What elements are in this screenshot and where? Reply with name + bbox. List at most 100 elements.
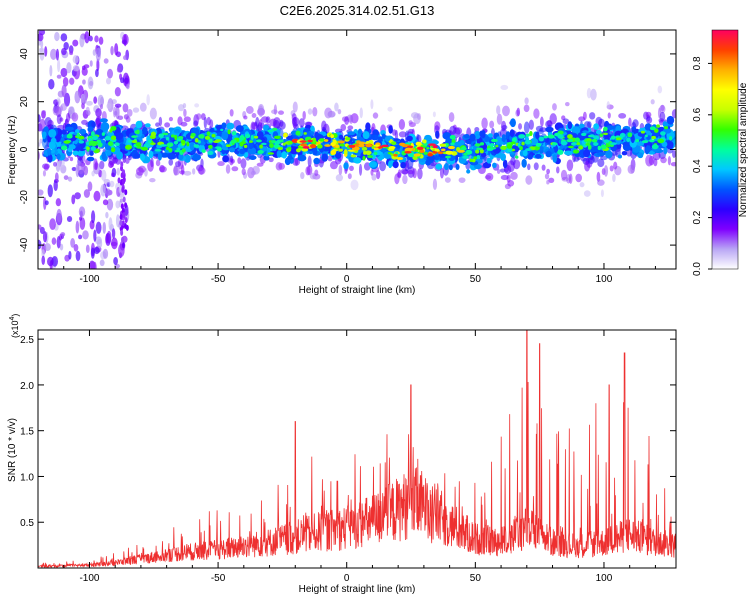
spectrogram-cell [596, 151, 606, 156]
spectrogram-cell [500, 153, 507, 161]
spectrogram-cell [671, 109, 676, 119]
spectrogram-cell [432, 178, 438, 191]
spectrogram-cell [166, 142, 174, 147]
spectrogram-cell [214, 139, 222, 143]
spectrogram-cell [636, 141, 645, 146]
spectrogram-y-tick-label: 0 [19, 146, 30, 152]
spectrogram-noise-cell [75, 250, 81, 262]
spectrogram-cell [291, 116, 300, 127]
spectrogram-cell [215, 146, 222, 149]
spectrogram-noise-cell [38, 239, 42, 250]
spectrogram-cell [194, 103, 200, 108]
spectrogram-cell [139, 102, 147, 112]
spectrogram-cell [110, 147, 116, 153]
spectrogram-cell [423, 151, 428, 155]
spectrogram-cell [143, 143, 151, 148]
spectrogram-cell [666, 115, 675, 125]
spectrogram-cell [444, 162, 449, 171]
spectrogram-cell [338, 148, 343, 152]
spectrogram-hot-cell [299, 140, 307, 143]
spectrogram-cell [43, 163, 49, 171]
spectrogram-cell [603, 165, 609, 177]
spectrogram-cell [560, 169, 568, 181]
spectrogram-cell [424, 142, 428, 147]
spectrogram-cell [627, 132, 633, 138]
spectrogram-noise-cell [120, 229, 124, 236]
spectrogram-cell [229, 109, 234, 117]
spectrogram-cell [154, 149, 162, 152]
spectrogram-cell [587, 144, 592, 150]
spectrogram-noise-cell [48, 79, 55, 90]
spectrogram-cell [335, 174, 344, 182]
spectrogram-noise-cell [106, 198, 114, 211]
spectrogram-cell [657, 138, 665, 144]
spectrogram-cell [77, 162, 85, 175]
spectrogram-cell [460, 147, 467, 151]
spectrogram-cell [489, 143, 495, 147]
spectrogram-noise-cell [54, 31, 60, 42]
spectrogram-noise-cell [66, 62, 72, 74]
spectrogram-hot-cell [416, 146, 424, 150]
spectrogram-cell [533, 162, 539, 171]
spectrogram-cell [665, 141, 674, 150]
spectrogram-cell [402, 174, 408, 185]
spectrogram-hot-cell [434, 148, 440, 152]
spectrogram-noise-cell [39, 138, 43, 144]
spectrogram-cell [450, 142, 455, 146]
spectrogram-cell [149, 107, 157, 120]
spectrogram-cell [449, 125, 457, 135]
spectrogram-noise-cell [124, 217, 128, 224]
spectrogram-cell [256, 131, 264, 140]
spectrogram-cell [241, 168, 246, 176]
spectrogram-cell [617, 154, 623, 159]
spectrogram-cell [252, 165, 260, 175]
spectrogram-cell [56, 153, 61, 160]
spectrogram-cell [644, 134, 648, 138]
spectrogram-cell [548, 177, 555, 183]
spectrogram-cell [297, 154, 307, 162]
spectrogram-cell [41, 131, 47, 140]
spectrogram-cell [545, 150, 552, 158]
spectrogram-cell [201, 149, 206, 153]
spectrogram-cell [630, 134, 635, 144]
spectrogram-noise-cell [60, 232, 66, 237]
spectrogram-cell [551, 142, 558, 146]
spectrogram-cell [635, 139, 640, 143]
spectrogram-cell [174, 149, 180, 153]
spectrogram-cell [239, 141, 244, 147]
spectrogram-cell [469, 158, 473, 163]
spectrogram-cell [533, 145, 540, 151]
spectrogram-cell [525, 148, 532, 151]
spectrogram-cell [645, 116, 653, 124]
spectrogram-cell [522, 149, 528, 157]
spectrogram-cell [298, 118, 305, 128]
spectrogram-cell [475, 149, 480, 154]
spectrogram-noise-cell [69, 51, 74, 56]
spectrogram-cell [109, 128, 113, 133]
spectrogram-noise-cell [120, 161, 124, 168]
spectrogram-cell [221, 122, 227, 129]
spectrogram-noise-cell [89, 60, 93, 67]
spectrogram-cell [131, 135, 138, 139]
spectrogram-cell [603, 132, 608, 136]
spectrogram-cell [312, 147, 318, 156]
spectrogram-cell [197, 166, 206, 175]
spectrogram-cell [279, 139, 284, 143]
spectrogram-cell [349, 165, 354, 171]
spectrogram-cell [149, 178, 156, 183]
spectrogram-noise-cell [100, 184, 106, 197]
spectrogram-cell [204, 135, 211, 140]
spectrogram-cell [659, 105, 666, 114]
spectrogram-x-tick-label: -100 [79, 274, 99, 285]
spectrogram-cell [396, 157, 404, 161]
spectrogram-cell [71, 112, 79, 122]
spectrogram-noise-cell [121, 178, 125, 185]
spectrogram-cell [486, 157, 492, 164]
spectrogram-cell [516, 107, 521, 117]
spectrogram-noise-cell [56, 74, 62, 79]
spectrogram-cell [603, 126, 608, 132]
spectrogram-cell [225, 144, 231, 148]
spectrogram-hot-cell [373, 147, 379, 151]
spectrogram-cell [496, 105, 501, 115]
spectrogram-noise-cell [75, 220, 80, 234]
